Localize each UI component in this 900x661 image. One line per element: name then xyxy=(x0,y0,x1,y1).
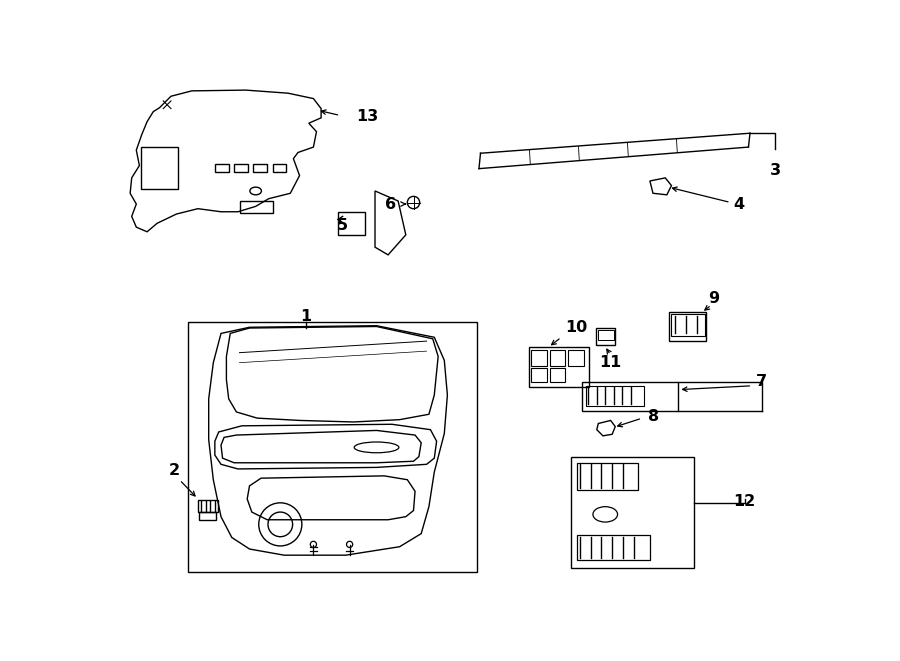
Bar xyxy=(670,314,705,336)
Bar xyxy=(531,350,546,366)
Bar xyxy=(273,164,286,173)
Text: 7: 7 xyxy=(756,374,767,389)
Text: 5: 5 xyxy=(338,218,348,233)
Bar xyxy=(254,164,267,173)
Text: 10: 10 xyxy=(565,320,588,334)
Text: 8: 8 xyxy=(648,409,660,424)
Bar xyxy=(596,328,616,345)
Bar xyxy=(577,535,650,560)
Text: 1: 1 xyxy=(300,309,311,324)
Bar xyxy=(550,350,565,366)
Bar xyxy=(568,350,584,366)
Text: 3: 3 xyxy=(770,163,781,178)
Bar xyxy=(215,164,229,173)
Bar xyxy=(577,463,638,490)
Bar xyxy=(529,347,590,387)
Bar xyxy=(188,322,477,572)
Bar xyxy=(582,382,679,411)
Text: 9: 9 xyxy=(708,292,719,306)
Text: 4: 4 xyxy=(733,198,744,212)
Text: 13: 13 xyxy=(356,109,378,124)
Bar xyxy=(669,312,707,341)
Bar xyxy=(571,457,694,568)
Bar xyxy=(338,212,365,235)
Bar xyxy=(240,201,273,213)
Bar xyxy=(598,330,614,340)
Bar xyxy=(531,368,546,382)
Bar xyxy=(141,147,178,190)
Bar xyxy=(586,386,643,406)
Bar xyxy=(550,368,565,382)
Text: 2: 2 xyxy=(169,463,180,478)
Bar xyxy=(198,500,218,512)
Text: 11: 11 xyxy=(598,355,621,370)
Bar xyxy=(234,164,248,173)
Text: 6: 6 xyxy=(385,196,396,212)
Text: 12: 12 xyxy=(734,494,756,509)
Bar xyxy=(200,512,216,520)
